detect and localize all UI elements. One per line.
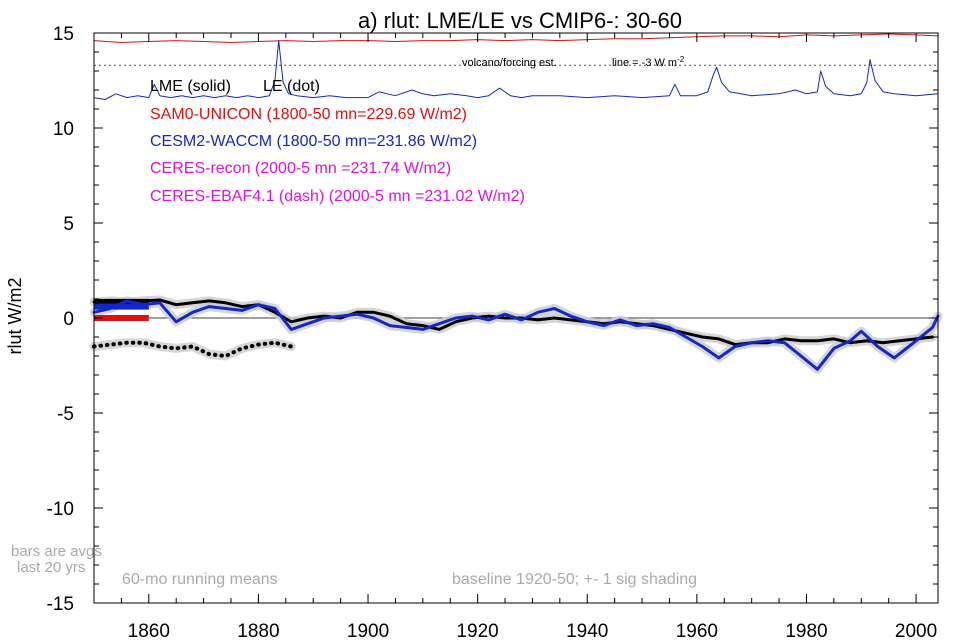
y-axis-label: rlut W/m2	[5, 277, 25, 354]
y-tick-label-10: 10	[53, 119, 74, 140]
y-tick-label-0: 0	[63, 309, 74, 330]
y-tick-label--15: -15	[47, 594, 74, 615]
y-tick-label-5: 5	[63, 214, 74, 235]
y-tick-label--5: -5	[57, 404, 74, 425]
x-tick-label-1920: 1920	[456, 621, 498, 641]
x-tick-label-1960: 1960	[676, 621, 718, 641]
x-tick-label-1900: 1900	[347, 621, 389, 641]
x-tick-label-2000: 2000	[895, 621, 937, 641]
series-line-1	[93, 40, 939, 100]
bars-note-line-2: last 20 yrs	[17, 559, 85, 576]
series-line-0	[93, 33, 939, 43]
x-tick-label-1880: 1880	[237, 621, 279, 641]
chart-title: a) rlut: LME/LE vs CMIP6-: 30-60	[358, 8, 682, 33]
volcano-line-label-text: line = -3 W m	[612, 57, 677, 69]
legend-entry-sam0-unicon: SAM0-UNICON (1800-50 mn=229.69 W/m2)	[150, 106, 467, 123]
x-tick-label-1940: 1940	[566, 621, 608, 641]
legend-entry-ceres-ebaf: CERES-EBAF4.1 (dash) (2000-5 mn =231.02 …	[150, 188, 525, 205]
x-tick-label-1860: 1860	[128, 621, 170, 641]
volcano-line-label: line = -3 W m-2	[612, 55, 685, 69]
running-means-note: 60-mo running means	[122, 571, 278, 588]
baseline-note: baseline 1920-50; +- 1 sig shading	[452, 571, 697, 588]
series-shading-4	[89, 338, 296, 361]
series-line-4	[92, 340, 294, 358]
bars-note-line-1: bars are avgs	[11, 543, 102, 560]
volcano-label: volcano/forcing est.	[462, 57, 557, 69]
legend-entry-cesm2-waccm: CESM2-WACCM (1800-50 mn=231.86 W/m2)	[150, 133, 477, 150]
series-line-3	[92, 299, 940, 371]
plot-area: 1860 1880 1900 1920 1940 1960 1980 2000 15 10 5 0 -5…	[47, 24, 943, 641]
legend-header-dot: LE (dot)	[263, 78, 320, 95]
x-tick-label-1980: 1980	[785, 621, 827, 641]
y-tick-label--10: -10	[47, 499, 74, 520]
volcano-line-label-sup: -2	[677, 55, 685, 64]
legend-header-solid: LME (solid)	[150, 78, 231, 95]
legend-entry-ceres-recon: CERES-recon (2000-5 mn =231.74 W/m2)	[150, 160, 451, 177]
y-tick-label-15: 15	[53, 24, 74, 45]
